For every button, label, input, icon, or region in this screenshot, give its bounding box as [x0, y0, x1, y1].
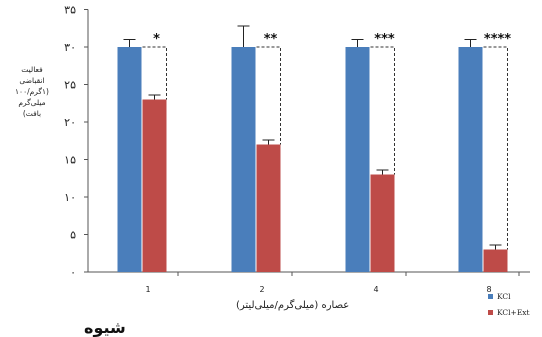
y-axis-label: فعالیت انقباضی (۱گرم/۱۰۰ میلی‌گرم بافت) [15, 65, 49, 118]
x-tick-label: 1 [145, 285, 150, 294]
bar-kcl [117, 47, 142, 272]
legend-item-kcl: KCl [488, 290, 530, 302]
bar-kcl-ext [142, 99, 167, 272]
annotations: * ** *** **** [142, 32, 511, 250]
bar-kcl [231, 47, 256, 272]
y-tick-label: ۱۵ [64, 154, 76, 167]
significance-marker: **** [484, 32, 511, 47]
cut-off-heading: شیوه [84, 318, 126, 337]
x-tick-label: 4 [373, 285, 378, 294]
y-tick-label: ۲۵ [64, 79, 76, 92]
legend-label-kcl-ext: KCl+Ext [497, 307, 530, 317]
comparison-bracket [142, 46, 167, 100]
legend-label-kcl: KCl [497, 291, 511, 301]
comparison-bracket [483, 46, 508, 250]
legend-item-kcl-ext: KCl+Ext [488, 306, 530, 318]
x-tick-label: 8 [486, 285, 491, 294]
bar-kcl [345, 47, 370, 272]
y-tick-label: ۳۵ [64, 4, 76, 17]
legend-swatch-kcl [488, 293, 493, 299]
bars [117, 25, 508, 272]
bar-kcl-ext [483, 249, 508, 272]
y-tick-label: ۰ [70, 266, 76, 279]
legend-swatch-kcl-ext [488, 309, 493, 315]
y-tick-label: ۳۰ [64, 41, 76, 54]
y-tick-label: ۲۰ [64, 116, 76, 129]
bar-kcl-ext [256, 144, 281, 272]
significance-marker: * [153, 32, 160, 47]
bar-kcl [458, 47, 483, 272]
x-axis-label: عصاره (میلی‌گرم/میلی‌لیتر) [236, 300, 350, 311]
significance-marker: *** [374, 32, 395, 47]
comparison-bracket [370, 46, 395, 175]
y-tick-label: ۵ [70, 229, 76, 242]
y-tick-label: ۱۰ [64, 191, 76, 204]
x-tick-label: 2 [259, 285, 264, 294]
significance-marker: ** [264, 32, 278, 47]
comparison-bracket [256, 46, 281, 145]
bar-kcl-ext [370, 174, 395, 272]
legend: KCl KCl+Ext [488, 290, 530, 322]
